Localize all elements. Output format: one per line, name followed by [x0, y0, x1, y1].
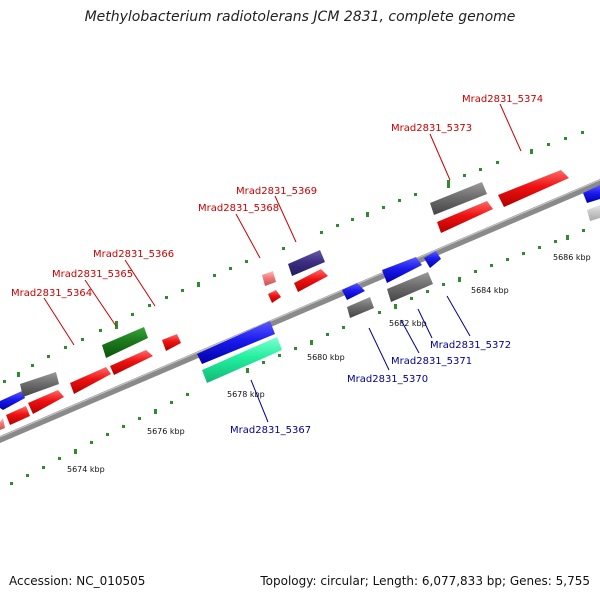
- reverse-label-leaders: [250, 295, 471, 423]
- gene-feature[interactable]: [0, 391, 25, 410]
- gene-feature[interactable]: [262, 271, 276, 286]
- gene-label-mrad2831-5371[interactable]: Mrad2831_5371: [391, 356, 472, 367]
- gene-feature[interactable]: [70, 367, 111, 394]
- genome-backbone: [0, 179, 600, 443]
- scale-label: 5684 kbp: [471, 286, 509, 295]
- gene-label-mrad2831-5373[interactable]: Mrad2831_5373: [391, 123, 472, 134]
- accession-text: Accession: NC_010505: [9, 574, 146, 588]
- gene-label-mrad2831-5364[interactable]: Mrad2831_5364: [11, 288, 92, 299]
- gene-feature[interactable]: [587, 205, 600, 221]
- scale-label: 5680 kbp: [307, 353, 345, 362]
- gene-label-mrad2831-5367[interactable]: Mrad2831_5367: [230, 425, 311, 436]
- gene-feature[interactable]: [347, 297, 374, 318]
- gene-feature[interactable]: [342, 283, 365, 300]
- scale-label: 5682 kbp: [389, 319, 427, 328]
- gene-label-mrad2831-5365[interactable]: Mrad2831_5365: [52, 269, 133, 280]
- scale-label: 5686 kbp: [553, 253, 591, 262]
- gene-features-outer: [0, 170, 600, 410]
- gene-feature[interactable]: [294, 269, 328, 292]
- gene-feature[interactable]: [162, 334, 181, 351]
- gene-feature[interactable]: [583, 185, 600, 203]
- gene-label-mrad2831-5368[interactable]: Mrad2831_5368: [198, 203, 279, 214]
- gene-feature[interactable]: [197, 321, 275, 364]
- map-title: Methylobacterium radiotolerans JCM 2831,…: [84, 9, 516, 25]
- tick-marks-lower: [10, 229, 585, 485]
- scale-label: 5674 kbp: [67, 465, 105, 474]
- gene-feature[interactable]: [498, 170, 569, 207]
- scale-label: 5676 kbp: [147, 427, 185, 436]
- gene-label-mrad2831-5372[interactable]: Mrad2831_5372: [430, 340, 511, 351]
- gene-label-mrad2831-5366[interactable]: Mrad2831_5366: [93, 249, 174, 260]
- gene-feature[interactable]: [387, 272, 433, 302]
- gene-label-mrad2831-5370[interactable]: Mrad2831_5370: [347, 374, 428, 385]
- gene-feature[interactable]: [437, 201, 493, 233]
- gene-feature[interactable]: [288, 250, 325, 276]
- gene-features-inner: [0, 201, 600, 430]
- gene-feature[interactable]: [20, 372, 59, 397]
- gene-feature[interactable]: [268, 290, 281, 303]
- gene-feature[interactable]: [28, 390, 64, 414]
- gene-feature[interactable]: [110, 350, 153, 375]
- gene-label-mrad2831-5374[interactable]: Mrad2831_5374: [462, 94, 543, 105]
- gene-feature[interactable]: [102, 327, 148, 358]
- scale-label: 5678 kbp: [227, 390, 265, 399]
- gene-feature[interactable]: [424, 251, 441, 268]
- forward-label-leaders: [43, 103, 522, 346]
- gene-label-mrad2831-5369[interactable]: Mrad2831_5369: [236, 186, 317, 197]
- gene-feature[interactable]: [202, 337, 282, 383]
- gene-features-reverse: [197, 251, 441, 383]
- gene-feature[interactable]: [430, 182, 487, 215]
- gene-feature[interactable]: [6, 406, 30, 425]
- gene-feature[interactable]: [0, 418, 5, 430]
- tick-marks-upper: [3, 131, 584, 383]
- genome-summary-text: Topology: circular; Length: 6,077,833 bp…: [260, 574, 590, 588]
- gene-feature[interactable]: [382, 257, 422, 283]
